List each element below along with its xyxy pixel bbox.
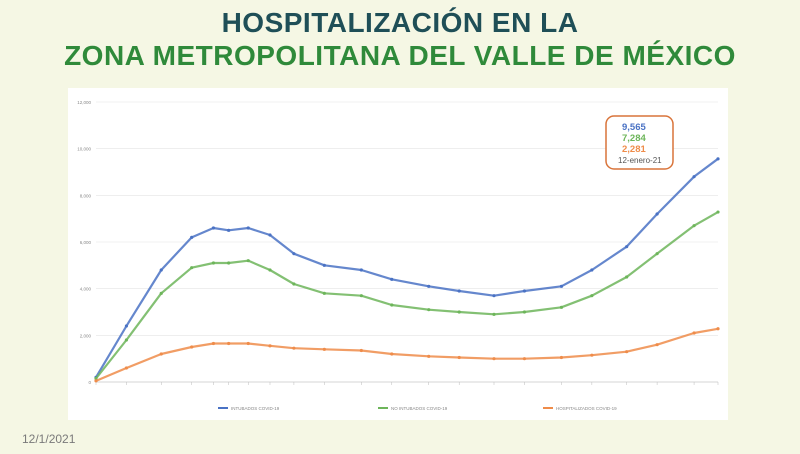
data-point [246,259,250,263]
data-point [159,291,163,295]
callout-value-intubados: 9,565 [622,122,646,133]
series-line [95,211,719,380]
y-tick-label: 12,000 [77,100,91,105]
data-point [390,352,394,356]
data-point [692,175,696,179]
data-point [322,291,326,295]
data-point [692,224,696,228]
data-point [359,268,363,272]
legend: INTUBADOS COVID-19 NO INTUBADOS COVID-19 H… [218,406,617,411]
callout-box [605,115,674,170]
data-point [492,357,496,361]
data-point [227,261,231,265]
data-point [94,376,98,381]
callout-value-hospitalizados: 2,281 [622,144,646,155]
data-point [322,347,326,351]
data-point [124,324,129,328]
data-point [625,245,629,249]
data-point [492,312,496,316]
data-point [268,268,272,272]
data-point [590,353,594,357]
data-point [211,341,216,346]
data-point [246,341,250,346]
data-point [559,305,564,309]
data-point [159,352,163,356]
legend-label: INTUBADOS COVID-19 [231,406,280,411]
callout-value-no-intubados: 7,284 [622,133,646,144]
data-point [268,344,272,348]
data-point [457,355,461,360]
data-point [716,157,720,161]
data-point [492,294,496,298]
y-tick-label: 8,000 [80,193,92,198]
data-point [246,226,250,230]
data-point [94,379,98,383]
data-point [390,277,394,281]
y-axis: 0 2,000 4,000 6,000 8,000 10,000 12,000 [77,100,91,385]
data-point [390,303,394,307]
y-tick-label: 0 [88,380,91,385]
data-point [427,308,431,312]
data-point [522,357,527,361]
data-point [655,343,659,347]
title-line-2: ZONA METROPOLITANA DEL VALLE DE MÉXICO [64,40,736,72]
slide-title: HOSPITALIZACIÓN EN LA ZONA METROPOLITANA… [0,6,800,72]
hospitalization-line-chart: 0 2,000 4,000 6,000 8,000 10,000 12,000 INTUBA… [77,100,720,411]
series-lines [94,157,720,383]
data-point [190,345,194,349]
x-axis [95,381,719,385]
series-line [95,327,719,382]
data-point [190,235,194,239]
y-tick-label: 6,000 [80,240,92,245]
data-point [716,327,720,331]
legend-label: HOSPITALIZADOS COVID-19 [556,406,617,411]
data-point [522,289,527,293]
y-tick-label: 10,000 [77,147,91,152]
y-tick-label: 4,000 [80,287,92,292]
data-point [359,294,363,298]
data-point [211,261,216,265]
data-point [427,284,431,288]
data-point [522,310,527,314]
data-point [292,346,296,350]
data-point [124,338,129,342]
data-point [124,366,129,370]
slide-date: 12/1/2021 [22,432,76,446]
data-point [427,354,431,358]
data-point [655,212,659,216]
data-point [559,355,564,360]
data-point [268,233,272,237]
data-point [457,289,461,293]
data-point [190,266,194,270]
data-point [457,310,461,314]
data-point [625,275,629,279]
title-line-1: HOSPITALIZACIÓN EN LA [221,7,579,38]
data-point [590,294,594,298]
data-point [655,252,659,256]
data-point [692,331,696,335]
data-point [159,268,163,272]
series-line [95,157,719,378]
data-point [559,284,564,288]
data-point [227,228,231,232]
data-point [359,348,363,353]
y-tick-label: 2,000 [80,333,92,338]
data-point [292,282,296,286]
data-point [211,226,216,230]
data-point [716,210,720,214]
chart-panel: 0 2,000 4,000 6,000 8,000 10,000 12,000 INTUBA… [68,88,728,420]
data-point [590,268,594,272]
legend-label: NO INTUBADOS COVID-19 [391,406,448,411]
data-point [625,350,629,354]
gridlines [96,101,718,383]
data-point [322,263,326,267]
callout-date: 12-enero-21 [618,156,662,165]
latest-values-callout: 9,565 7,284 2,281 12-enero-21 [605,115,674,170]
data-point [227,341,231,346]
data-point [292,252,296,256]
